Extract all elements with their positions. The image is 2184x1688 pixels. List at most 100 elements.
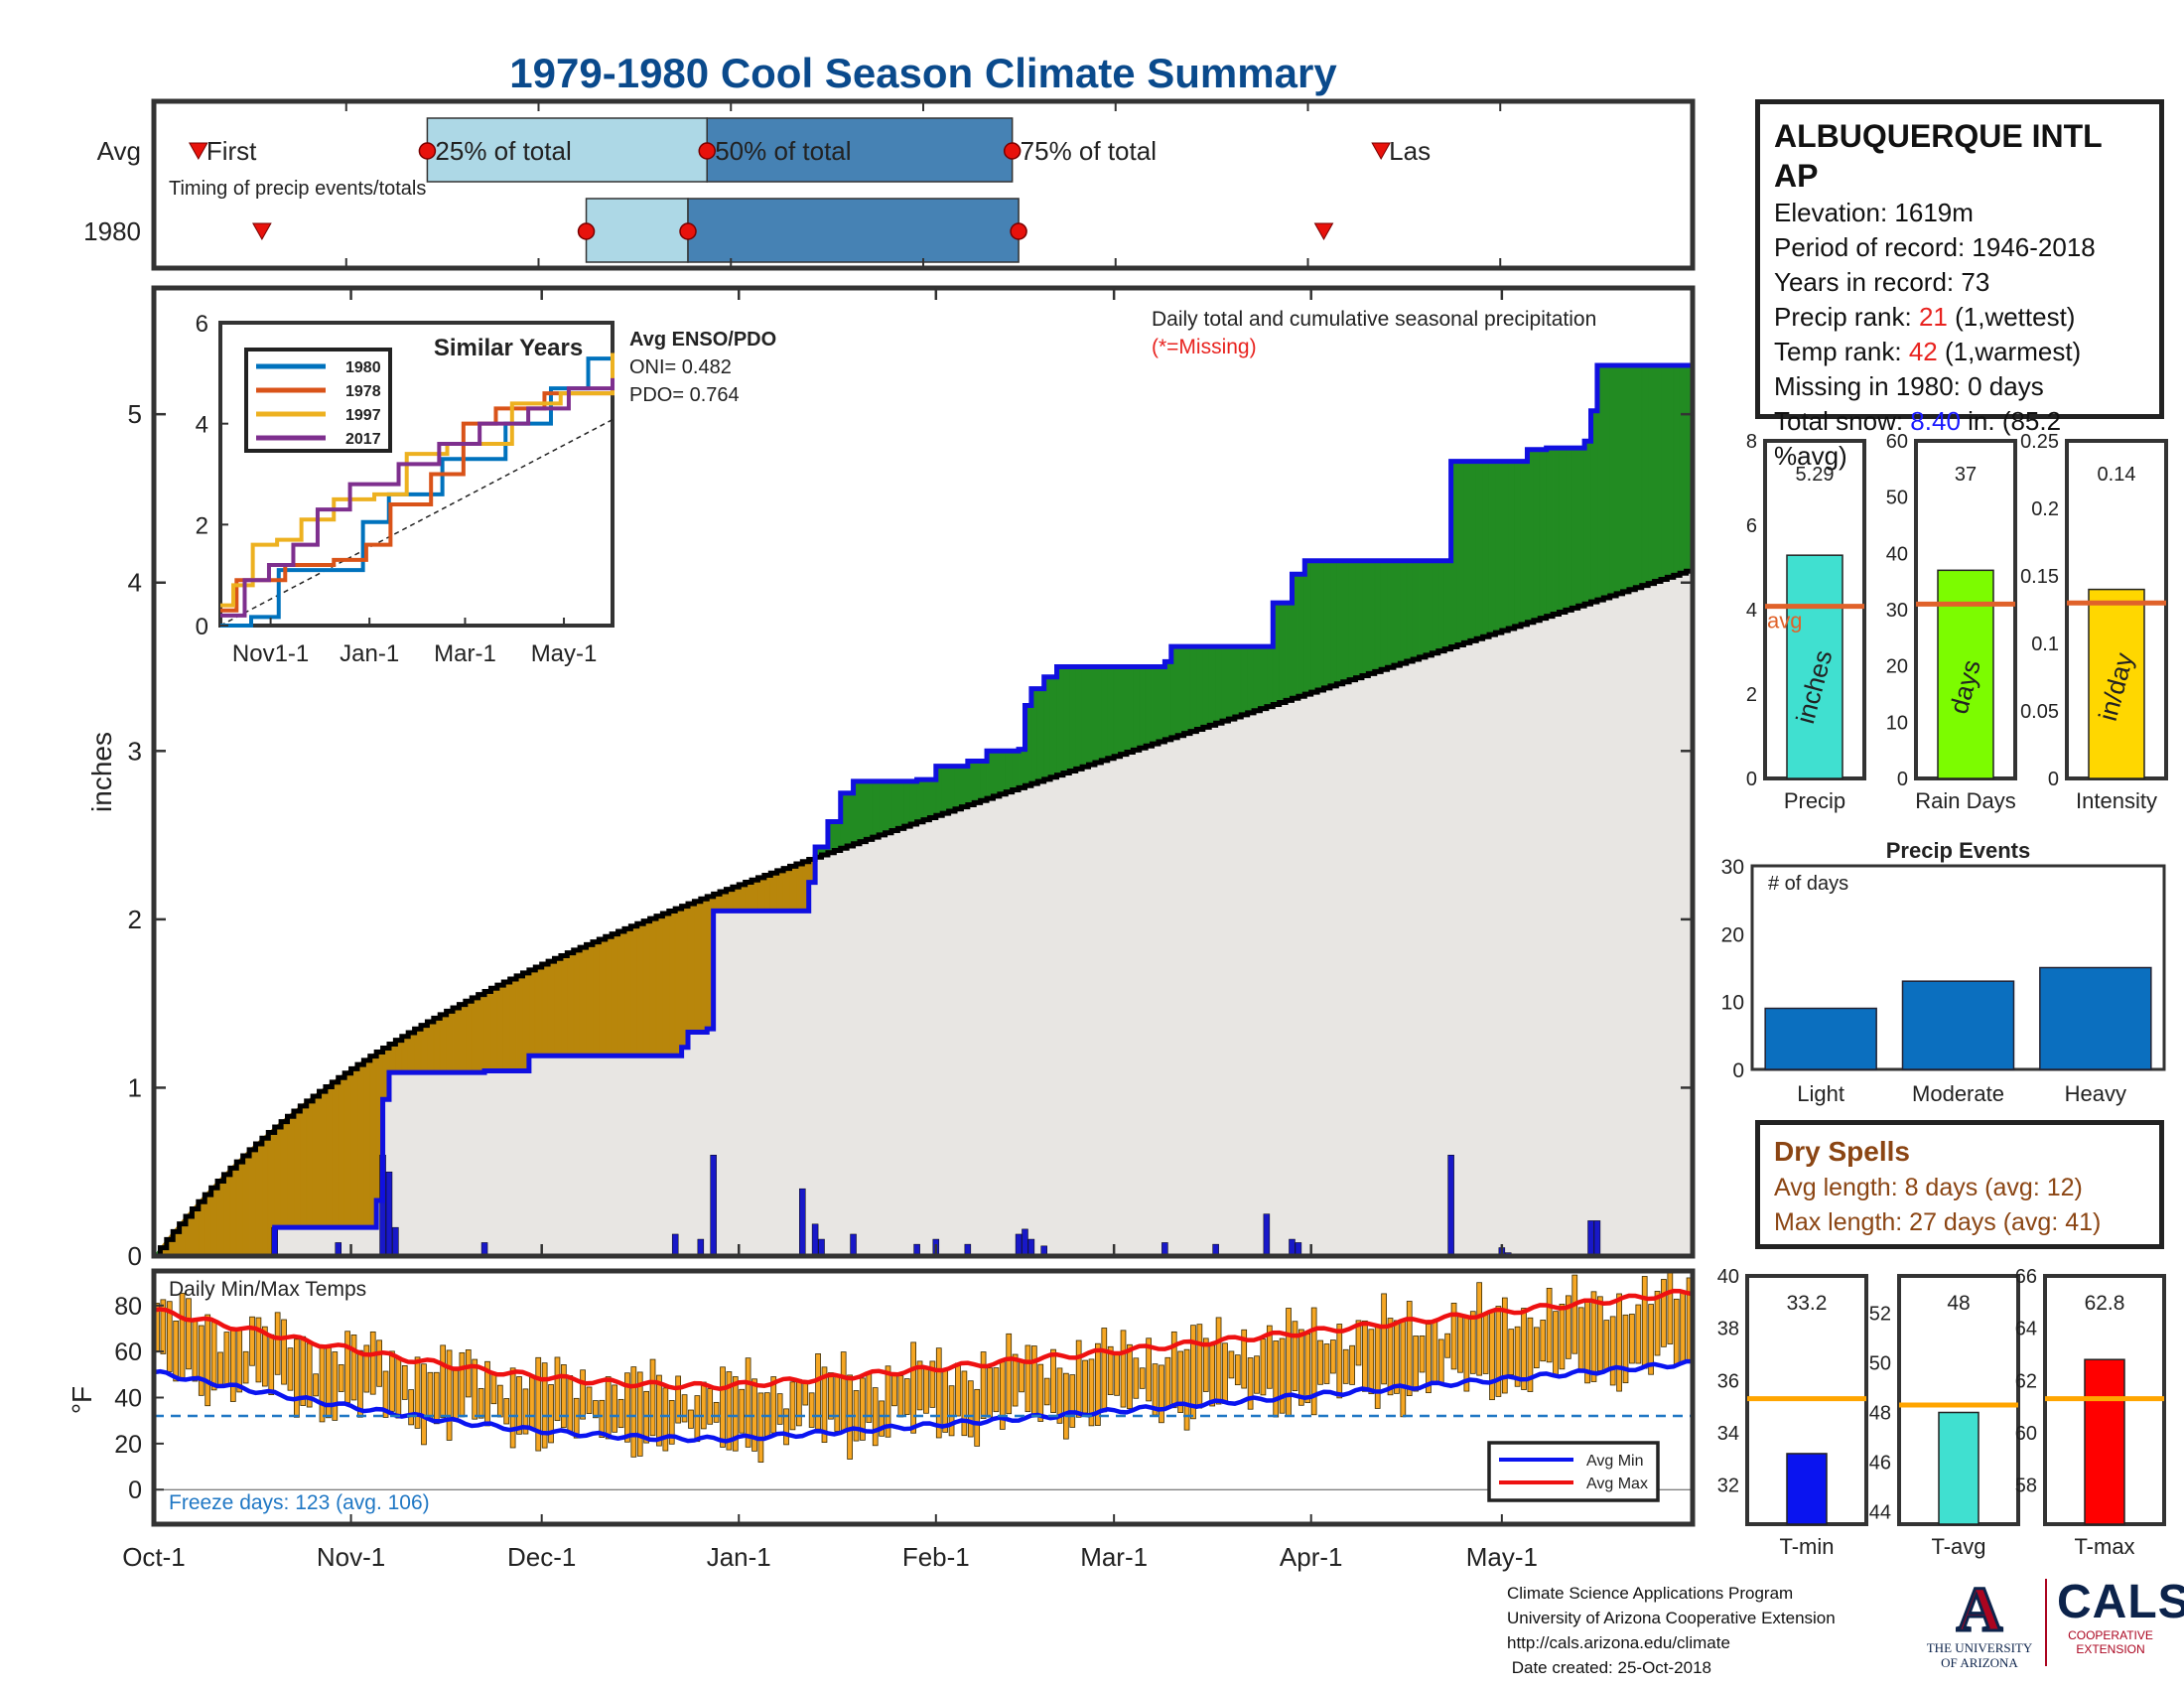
precip-rank: Precip rank: 21 (1,wettest): [1774, 300, 2145, 335]
precip-deficit-segment: [547, 957, 555, 1056]
ua-line2: OF ARIZONA: [1941, 1655, 2018, 1670]
precip-events-ytick: 0: [1732, 1059, 1744, 1082]
inset-legend-label: 1980: [345, 359, 381, 376]
inset-year-line-1980: [220, 356, 613, 628]
x-tick-label: Mar-1: [1080, 1542, 1148, 1572]
daily-temp-range-bar: [179, 1293, 186, 1379]
daily-temp-range-bar: [948, 1385, 955, 1437]
precip-deficit-segment: [319, 1085, 327, 1228]
daily-temp-range-bar: [599, 1399, 606, 1438]
precip-surplus-segment: [1183, 645, 1191, 735]
daily-temp-range-bar: [1469, 1311, 1476, 1374]
x-tick-label: Feb-1: [902, 1542, 970, 1572]
temp-summary-ytick: 48: [1869, 1403, 1891, 1425]
precip-surplus-segment: [1342, 560, 1350, 683]
enso-pdo: PDO= 0.764: [629, 384, 740, 406]
daily-temp-range-bar: [739, 1388, 746, 1434]
daily-temp-range-bar: [1400, 1320, 1407, 1418]
daily-temp-range-bar: [1362, 1320, 1368, 1392]
temp-summary-ytick: 36: [1717, 1370, 1739, 1392]
daily-temp-range-bar: [1170, 1331, 1177, 1409]
daily-temp-range-bar: [1597, 1296, 1603, 1372]
daily-temp-range-bar: [1648, 1304, 1654, 1375]
daily-temp-range-bar: [1228, 1350, 1235, 1379]
precip-surplus-segment: [993, 751, 1001, 797]
precip-deficit-segment: [280, 1115, 288, 1228]
daily-temp-range-bar: [561, 1364, 567, 1429]
daily-temp-range-bar: [707, 1388, 714, 1425]
temp-summary-ytick: 44: [1869, 1502, 1891, 1524]
precip-surplus-segment: [1234, 645, 1242, 718]
daily-temp-range-bar: [1006, 1333, 1013, 1415]
daily-temp-range-bar: [872, 1387, 879, 1447]
daily-temp-range-bar: [1355, 1320, 1362, 1366]
daily-temp-range-bar: [1609, 1316, 1616, 1386]
temp-ytick-label: 60: [114, 1338, 142, 1366]
temp-legend-box: [1487, 1441, 1660, 1502]
small-bar-xlabel: Rain Days: [1915, 788, 2015, 813]
daily-temp-range-bar: [205, 1314, 211, 1407]
daily-temp-range-bar: [229, 1329, 236, 1402]
small-bar-ytick: 30: [1886, 600, 1908, 622]
precip-surplus-segment: [1412, 560, 1420, 660]
daily-temp-range-bar: [624, 1372, 630, 1443]
daily-temp-range-bar: [1590, 1291, 1597, 1382]
daily-temp-range-bar: [1310, 1307, 1317, 1416]
precip-surplus-segment: [1094, 666, 1102, 764]
daily-temp-range-bar: [503, 1398, 510, 1425]
daily-temp-range-bar: [1304, 1333, 1311, 1404]
x-tick-label: Jan-1: [707, 1542, 771, 1572]
temp-summary-value: 62.8: [2085, 1292, 2125, 1315]
daily-temp-range-bar: [287, 1347, 294, 1391]
daily-temp-range-bar: [338, 1364, 344, 1392]
daily-precip-bar: [710, 1155, 717, 1257]
timing-row-label: Avg: [97, 136, 141, 166]
daily-temp-range-bar: [1202, 1337, 1209, 1392]
precip-surplus-segment: [1297, 573, 1305, 697]
daily-temp-range-bar: [605, 1376, 612, 1440]
precip-deficit-segment: [274, 1120, 282, 1228]
daily-temp-range-bar: [1215, 1317, 1222, 1405]
inset-average-dashed-line: [219, 418, 614, 627]
temp-summary-bar-1: [1938, 1411, 1979, 1525]
daily-precip-bar: [1289, 1238, 1296, 1257]
daily-temp-range-bar: [281, 1319, 287, 1385]
daily-temp-range-bar: [732, 1376, 739, 1452]
precip-deficit-segment: [534, 963, 543, 1056]
small-bar-avg-label: avg: [1767, 609, 1802, 633]
temp-summary-ytick: 64: [2015, 1319, 2037, 1340]
temp-ytick-label: 80: [114, 1293, 142, 1321]
precip-surplus-segment: [1565, 447, 1572, 611]
main-ytick-label: 4: [128, 568, 142, 598]
daily-temp-range-bar: [1050, 1348, 1056, 1414]
daily-temp-range-bar: [344, 1331, 350, 1403]
temp-summary-ytick: 60: [2015, 1423, 2037, 1445]
daily-temp-range-bar: [217, 1351, 223, 1386]
x-tick-label: May-1: [1466, 1542, 1538, 1572]
daily-temp-range-bar: [1024, 1344, 1031, 1413]
precip-deficit-segment: [478, 990, 485, 1073]
precip-events-inner-label: # of days: [1768, 873, 1848, 895]
small-bar-ytick: 20: [1886, 656, 1908, 678]
daily-temp-range-bar: [516, 1376, 522, 1435]
footer-line1: Climate Science Applications Program: [1507, 1584, 1794, 1603]
precip-deficit-segment: [687, 901, 695, 1033]
precip-surplus-segment: [1552, 447, 1560, 615]
daily-precip-bar: [392, 1226, 399, 1257]
daily-temp-range-bar: [465, 1349, 472, 1398]
daily-temp-range-bar: [1133, 1357, 1140, 1399]
precip-rank-note: (1,wettest): [1947, 302, 2076, 332]
main-note: Daily total and cumulative seasonal prec…: [1152, 308, 1596, 331]
daily-temp-range-bar: [974, 1388, 981, 1447]
precip-deficit-segment: [630, 922, 638, 1056]
timing-first-last-triangle: [188, 142, 208, 161]
daily-temp-range-bar: [210, 1320, 217, 1391]
precip-event-bar-light: [1764, 1007, 1877, 1070]
precip-surplus-segment: [999, 751, 1007, 795]
daily-temp-range-bar: [1577, 1307, 1584, 1370]
precip-surplus-segment: [1615, 364, 1623, 595]
precip-surplus-segment: [1316, 560, 1324, 691]
precip-surplus-segment: [1469, 461, 1477, 641]
precip-deficit-segment: [255, 1137, 263, 1257]
small-bar-ytick: 40: [1886, 543, 1908, 565]
